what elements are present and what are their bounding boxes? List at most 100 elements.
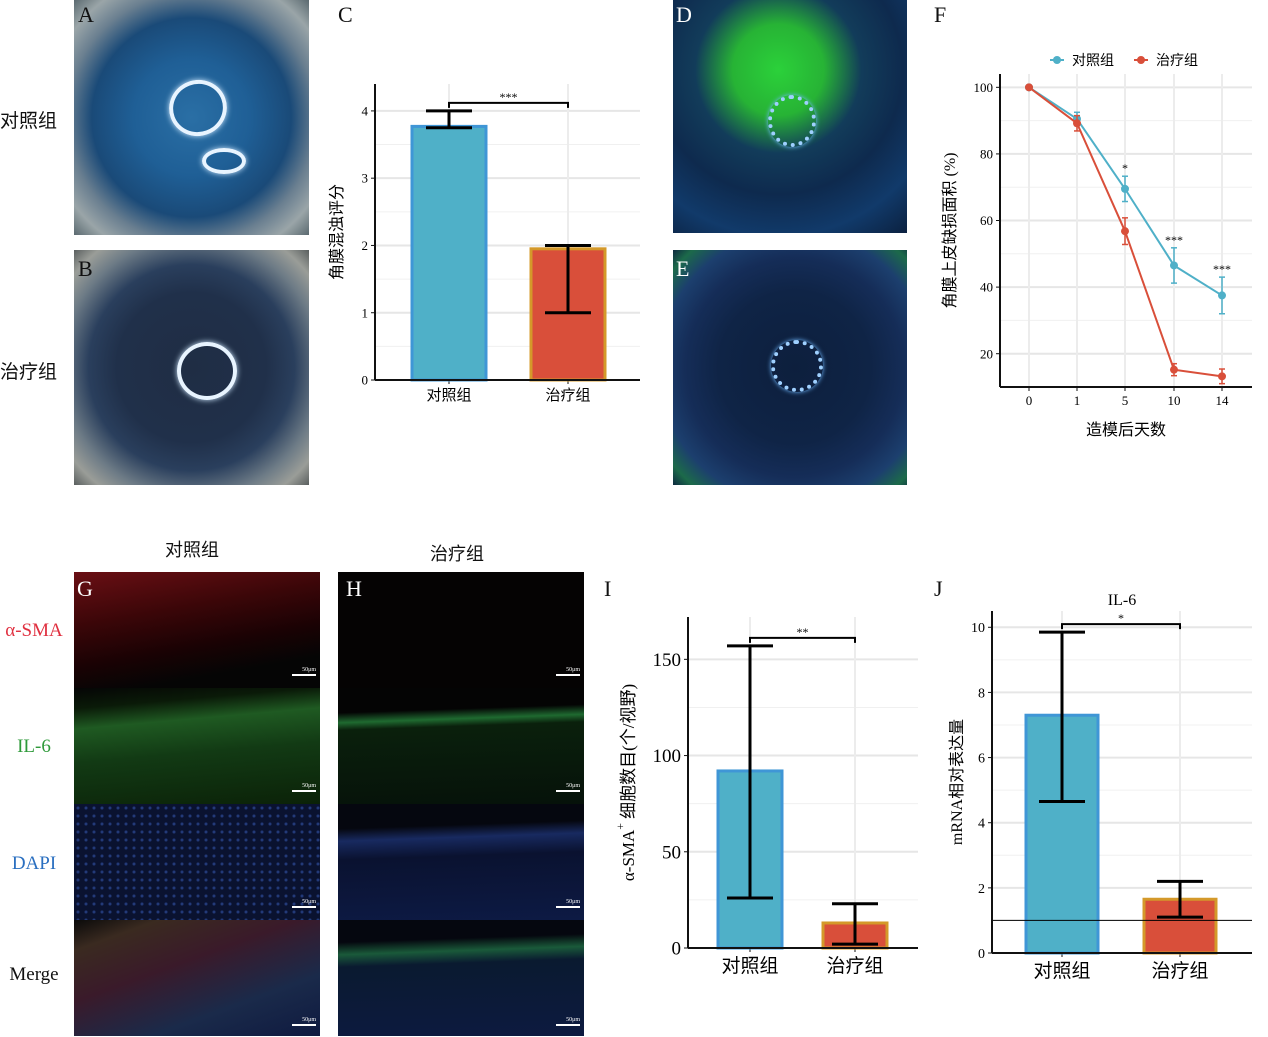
fluorescein-photo-treatment — [673, 250, 907, 485]
significance-bracket — [1061, 623, 1181, 630]
legend-label: 对照组 — [1072, 53, 1114, 69]
data-point — [1121, 184, 1129, 193]
stain-label-asma: α-SMA — [5, 620, 63, 641]
chart-c: 0 1 2 3 4 对照组 治疗组 角膜混浊评分 *** — [328, 84, 640, 404]
y-tick-label: 2 — [362, 238, 369, 253]
panel-label-f: F — [934, 2, 947, 27]
x-tick-label: 0 — [1026, 393, 1033, 408]
legend-marker — [1137, 56, 1145, 64]
y-tick-label: 80 — [980, 146, 993, 161]
merge-image: 50μm — [74, 920, 320, 1036]
bar-control — [410, 124, 488, 382]
y-tick-label: 20 — [980, 346, 993, 361]
chart-f: 20 40 60 80 100 0 1 5 10 14 角膜上皮缺损面积 (%) 造模后天数 对照组 治疗… — [941, 53, 1252, 439]
panel-label-g: G — [77, 576, 93, 601]
stain-label-merge: Merge — [9, 964, 59, 985]
il6-image: 50μm — [74, 688, 320, 804]
y-tick-label: 8 — [978, 686, 985, 701]
x-tick-label: 对照组 — [1033, 960, 1090, 982]
significance-bracket — [448, 101, 569, 108]
y-tick-label: 0 — [672, 939, 682, 960]
data-point — [1073, 119, 1081, 128]
data-point — [1025, 83, 1033, 92]
slit-lamp-photo-control — [74, 0, 309, 235]
x-tick-label: 1 — [1074, 393, 1081, 408]
data-point — [1218, 372, 1226, 381]
row-label-treatment: 治疗组 — [0, 362, 58, 383]
panel-label-j: J — [934, 576, 943, 601]
significance-label: * — [1122, 161, 1128, 175]
legend-label: 治疗组 — [1156, 53, 1198, 69]
y-tick-label: 2 — [978, 882, 985, 897]
y-axis-label: 角膜混浊评分 — [328, 184, 346, 280]
y-axis-label: 角膜上皮缺损面积 (%) — [941, 153, 959, 309]
y-tick-label: 100 — [974, 80, 994, 95]
lesion-stain — [768, 95, 816, 147]
lesion-stain — [177, 342, 237, 400]
y-axis-label-superscript: + — [613, 823, 627, 830]
significance-bracket — [749, 636, 856, 643]
panel-label-i: I — [604, 576, 612, 601]
x-tick-label: 10 — [1168, 393, 1181, 408]
significance-label: *** — [1213, 262, 1231, 276]
y-tick-label: 0 — [978, 947, 985, 962]
x-tick-label: 对照组 — [721, 955, 778, 977]
x-tick-label: 14 — [1216, 393, 1230, 408]
y-tick-label: 0 — [362, 373, 369, 388]
panel-label-a: A — [78, 2, 94, 27]
dapi-image: 50μm — [74, 804, 320, 920]
merge-image: 50μm — [338, 920, 584, 1036]
panel-label-d: D — [676, 2, 692, 27]
panel-label-b: B — [78, 256, 93, 281]
y-tick-label: 150 — [653, 650, 682, 671]
chart-j: 0 2 4 6 8 10 对照组 治疗组 mRNA相对表达量 IL-6 * — [948, 592, 1252, 982]
y-tick-label: 40 — [980, 280, 993, 295]
y-tick-label: 10 — [971, 621, 985, 636]
y-tick-label: 60 — [980, 213, 993, 228]
y-tick-label: 4 — [362, 103, 369, 118]
y-tick-label: 100 — [653, 746, 682, 767]
fluorescein-photo-control — [673, 0, 907, 233]
lesion-stain — [202, 148, 246, 174]
x-tick-label: 5 — [1122, 393, 1129, 408]
data-point — [1218, 291, 1226, 300]
row-label-control: 对照组 — [0, 111, 58, 132]
histology-title-treatment: 治疗组 — [430, 544, 484, 564]
y-axis-label: mRNA相对表达量 — [948, 719, 966, 845]
legend-marker — [1053, 56, 1061, 64]
y-tick-label: 3 — [362, 171, 369, 186]
x-axis-label: 造模后天数 — [1086, 421, 1166, 439]
y-axis-label-prefix: α-SMA — [619, 829, 638, 881]
il6-image: 50μm — [338, 688, 584, 804]
data-point — [1121, 227, 1129, 236]
significance-label: ** — [797, 625, 809, 639]
asma-image: 50μm — [338, 572, 584, 688]
panel-label-h: H — [346, 576, 362, 601]
y-axis-label: α-SMA+ 细胞数目(个/视野) — [613, 684, 638, 881]
panel-label-c: C — [338, 2, 353, 27]
histology-title-control: 对照组 — [165, 540, 219, 560]
x-tick-label: 治疗组 — [1151, 960, 1208, 982]
y-tick-label: 1 — [362, 305, 369, 320]
data-point — [1170, 365, 1178, 374]
chart-i: 0 50 100 150 对照组 治疗组 α-SMA+ 细胞数目(个/视野) ** — [613, 617, 918, 977]
asma-image: 50μm — [74, 572, 320, 688]
histology-treatment: 50μm 50μm 50μm 50μm — [338, 572, 584, 1036]
slit-lamp-photo-treatment — [74, 250, 309, 485]
significance-label: * — [1118, 611, 1124, 625]
significance-label: *** — [1165, 233, 1183, 247]
y-tick-label: 6 — [978, 751, 985, 766]
x-tick-label: 治疗组 — [826, 955, 883, 977]
stain-label-dapi: DAPI — [11, 853, 57, 874]
y-axis-label-text: 细胞数目(个/视野) — [619, 684, 638, 819]
y-tick-label: 50 — [662, 842, 681, 863]
y-tick-label: 4 — [978, 817, 985, 832]
dapi-image: 50μm — [338, 804, 584, 920]
histology-control: 50μm 50μm 50μm 50μm — [74, 572, 320, 1036]
panel-label-e: E — [676, 256, 690, 281]
x-tick-label: 对照组 — [426, 387, 471, 404]
stain-label-il6: IL-6 — [17, 736, 51, 757]
x-tick-label: 治疗组 — [545, 387, 590, 404]
data-point — [1170, 261, 1178, 270]
